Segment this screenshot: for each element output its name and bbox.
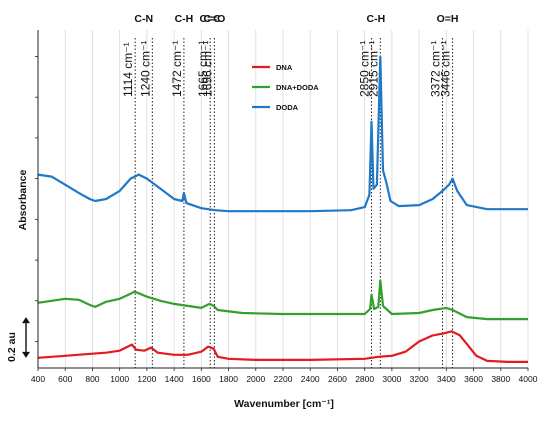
x-axis-label: Wavenumber [cm⁻¹] (234, 398, 334, 410)
x-tick-label: 3000 (382, 374, 401, 384)
wavenumber-label: 3372 cm⁻¹ (429, 41, 443, 97)
legend-label: DNA+DODA (276, 83, 319, 92)
band-labels: C-N C-H C=CC=O C-H O=H 1114 cm⁻¹ 1240 cm⁻¹ 1472… (121, 13, 458, 97)
x-tick-label: 400 (31, 374, 45, 384)
series-lines (37, 55, 528, 363)
wavenumber-label: 1240 cm⁻¹ (138, 41, 152, 97)
scale-bar-arrow-up (22, 317, 30, 324)
wavenumber-label: 2850 cm⁻¹ (357, 41, 371, 97)
x-tick-label: 2200 (274, 374, 293, 384)
band-group-label: O=H (437, 13, 459, 25)
x-tick-label: 3200 (410, 374, 429, 384)
band-group-label: C-H (366, 13, 385, 25)
band-group-label: C=C (200, 13, 222, 25)
x-tick-label: 600 (58, 374, 72, 384)
legend: DNA DNA+DODA DODA (252, 63, 319, 112)
wavenumber-label: 2915 cm⁻¹ (366, 41, 380, 97)
x-tick-label: 1000 (110, 374, 129, 384)
legend-label: DNA (276, 63, 293, 72)
x-tick-label: 1800 (219, 374, 238, 384)
wavenumber-label: 1696 cm⁻¹ (200, 41, 214, 97)
band-group-label: C-H (175, 13, 194, 25)
x-tick-label: 2400 (301, 374, 320, 384)
x-tick-label: 1600 (192, 374, 211, 384)
scale-bar-label: 0.2 au (6, 332, 18, 362)
x-tick-label: 3400 (437, 374, 456, 384)
y-axis-label: Absorbance (17, 170, 29, 231)
x-tick-label: 4000 (519, 374, 538, 384)
x-tick-label: 2800 (355, 374, 374, 384)
band-group-label: C-N (134, 13, 153, 25)
wavenumber-label: 1472 cm⁻¹ (170, 41, 184, 97)
x-tick-label: 1400 (165, 374, 184, 384)
wavenumber-label: 1665 cm⁻¹ (196, 41, 210, 97)
x-tick-label: 1200 (137, 374, 156, 384)
grid-lines (64, 30, 529, 368)
x-tick-label: 800 (85, 374, 99, 384)
x-tick-label: 3800 (491, 374, 510, 384)
x-tick-label: 2600 (328, 374, 347, 384)
scale-bar-arrow-down (22, 351, 30, 358)
band-group-label: C=O (203, 13, 225, 25)
series-line (37, 55, 528, 213)
series-line (37, 330, 528, 363)
wavenumber-label: 1114 cm⁻¹ (121, 42, 135, 97)
series-line (37, 279, 528, 321)
axes: 400 600 800 1000 1200 1400 1600 1800 2000 2200 240… (22, 30, 538, 384)
legend-label: DODA (276, 103, 299, 112)
wavenumber-label: 3446 cm⁻¹ (439, 41, 453, 97)
x-tick-label: 2000 (246, 374, 265, 384)
x-tick-label: 3600 (464, 374, 483, 384)
band-marker-lines (134, 38, 454, 368)
